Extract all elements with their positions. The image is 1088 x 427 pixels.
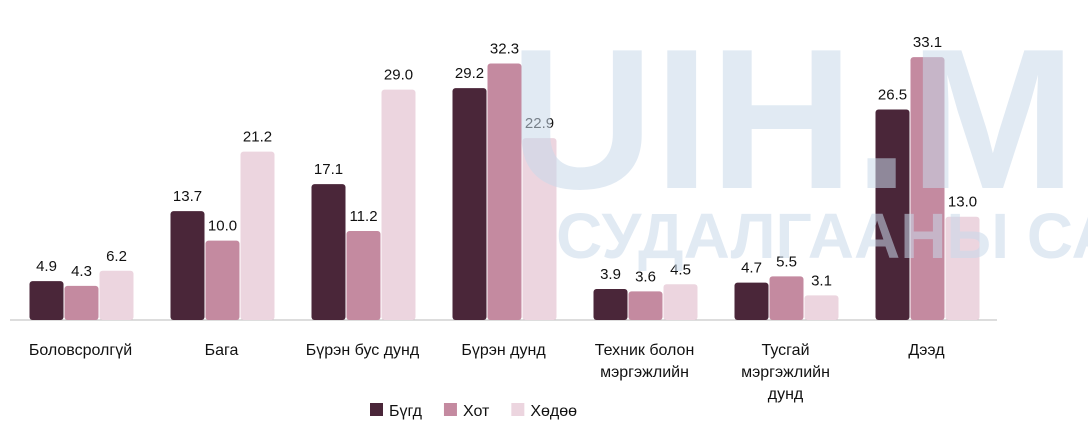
legend-swatch bbox=[511, 403, 525, 416]
bar bbox=[487, 63, 522, 321]
value-label: 29.2 bbox=[455, 65, 484, 82]
value-label: 26.5 bbox=[878, 87, 907, 104]
bar bbox=[804, 295, 839, 320]
x-tick-label: Бага bbox=[204, 342, 239, 359]
bar bbox=[522, 138, 557, 320]
bar bbox=[945, 216, 980, 320]
legend-label: Бүгд bbox=[389, 403, 423, 420]
x-tick-label: Техник болон мэргэжлийн bbox=[594, 342, 695, 381]
x-tick-label: Боловсролгүй bbox=[28, 342, 133, 359]
bar bbox=[381, 89, 416, 321]
value-label: 29.0 bbox=[384, 67, 413, 84]
bar bbox=[910, 57, 945, 320]
bar bbox=[875, 109, 910, 320]
bar bbox=[628, 291, 663, 320]
value-label: 11.2 bbox=[349, 208, 377, 225]
bar bbox=[452, 88, 487, 320]
value-label: 33.1 bbox=[913, 34, 942, 51]
value-label: 6.2 bbox=[106, 248, 127, 265]
bar bbox=[205, 240, 240, 320]
watermark: UIH.MN bbox=[509, 8, 1088, 231]
bar bbox=[240, 151, 275, 320]
value-label: 21.2 bbox=[243, 129, 272, 146]
value-label: 3.1 bbox=[811, 272, 832, 289]
value-label: 13.0 bbox=[948, 194, 977, 211]
bar bbox=[311, 184, 346, 320]
value-label: 17.1 bbox=[314, 161, 343, 178]
value-label: 3.9 bbox=[600, 266, 621, 283]
x-tick-label: Бүрэн бус дунд bbox=[305, 342, 420, 359]
legend-label: Хот bbox=[463, 403, 490, 420]
value-label: 5.5 bbox=[776, 253, 797, 270]
value-label: 4.9 bbox=[36, 258, 57, 275]
bar bbox=[29, 281, 64, 320]
bar bbox=[170, 211, 205, 320]
watermark: СУДАЛГААНЫ САН bbox=[556, 200, 1088, 272]
value-label: 4.5 bbox=[670, 261, 691, 278]
bar bbox=[593, 289, 628, 320]
x-tick-label: Бүрэн дунд bbox=[461, 342, 546, 359]
bar bbox=[663, 284, 698, 320]
bar bbox=[99, 270, 134, 320]
bar bbox=[769, 276, 804, 320]
x-tick-label: Тусгай мэргэжлийн дунд bbox=[741, 342, 830, 403]
x-tick-label: Дээд bbox=[908, 342, 945, 359]
bar bbox=[346, 231, 381, 320]
value-label: 10.0 bbox=[208, 218, 237, 235]
legend-label: Хөдөө bbox=[530, 403, 577, 420]
legend-swatch bbox=[443, 403, 457, 416]
value-label: 32.3 bbox=[490, 40, 519, 57]
value-label: 3.6 bbox=[635, 268, 656, 285]
value-label: 13.7 bbox=[173, 188, 202, 205]
value-label: 22.9 bbox=[525, 115, 554, 132]
legend-swatch bbox=[370, 403, 383, 416]
bar bbox=[734, 282, 769, 320]
value-label: 4.7 bbox=[741, 260, 762, 277]
bar bbox=[64, 285, 99, 320]
value-label: 4.3 bbox=[71, 263, 92, 280]
